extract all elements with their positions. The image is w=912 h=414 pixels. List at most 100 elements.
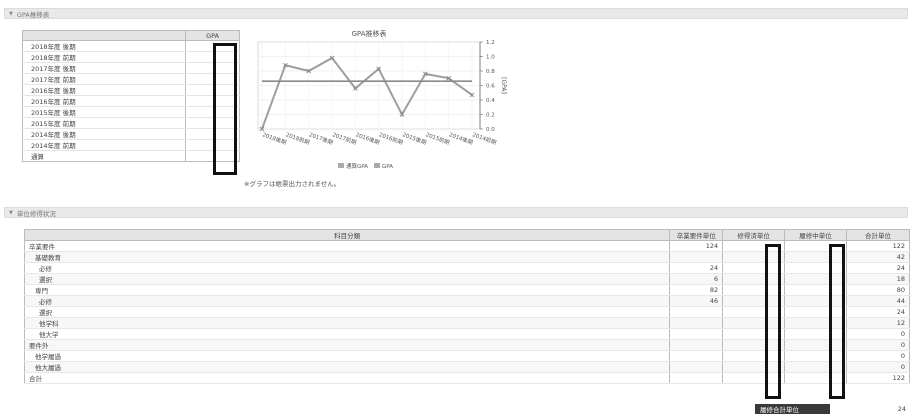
credit-category-label: 基礎教育 [23,251,671,263]
redaction-box [829,244,845,399]
credit-total-value: 0 [846,339,910,351]
gpa-table-row: 2017年度 後期 [21,62,240,74]
credit-required-value [669,306,724,318]
legend-swatch-gpa [374,163,380,168]
credit-required-value: 124 [669,240,724,252]
gpa-table-row: 2016年度 後期 [21,84,240,96]
credit-required-value [669,251,724,263]
gpa-table-row: 2014年度 後期 [21,128,240,140]
legend-label-gpa: GPA [382,164,393,170]
credits-section-header[interactable]: ▼ 単位修得状況 [4,207,908,218]
credit-table-row: 選択 24 [23,306,910,318]
gpa-value-cell [185,95,240,107]
credit-total-value: 24 [846,306,910,318]
chart-point [282,62,288,68]
chart-x-tick-label: 2016前期 [378,130,405,146]
gpa-value-cell [185,84,240,96]
credit-total-value: 0 [846,328,910,340]
credit-category-label: 必修 [23,262,671,274]
credit-total-value: 0 [846,361,910,373]
chart-point [469,92,475,98]
gpa-table-row: 2017年度 前期 [21,73,240,85]
gpa-table-gpa-header: GPA [185,30,240,41]
gpa-table-row: 2018年度 前期 [21,51,240,63]
chart-x-tick-label: 2017後期 [308,130,335,146]
credit-table-row: 他学履過 0 [23,350,910,362]
gpa-value-cell [185,139,240,151]
credit-total-value: 80 [846,284,910,296]
gpa-term-label: 2015年度 前期 [21,117,187,129]
gpa-value-cell [185,73,240,85]
credit-total-value: 122 [846,240,910,252]
summary-value: 24 [897,405,906,413]
chart-point [352,86,358,91]
gpa-term-label: 2016年度 後期 [21,84,187,96]
gpa-term-label: 2016年度 前期 [21,95,187,107]
credit-table-row: 必修 46 44 [23,295,910,307]
credit-header-category: 科目分類 [23,229,671,241]
chart-y-tick-label: 0.8 [486,69,495,75]
chart-title: GPA推移表 [352,29,387,38]
chart-point [376,66,382,72]
credits-section-title: 単位修得状況 [16,209,56,218]
credit-table-row: 合計 122 [23,372,910,384]
credit-table-row: 要件外 0 [23,339,910,351]
chevron-down-icon: ▼ [9,209,13,216]
redaction-box [765,244,781,399]
credit-table-row: 選択 6 18 [23,273,910,285]
credit-header-total: 合計単位 [846,229,910,241]
credit-category-label: 選択 [23,273,671,285]
credit-header-required: 卒業要件単位 [669,229,724,241]
chart-point [306,68,312,74]
gpa-table-row: 2015年度 後期 [21,106,240,118]
credit-header-in-progress: 履修中単位 [784,229,848,241]
gpa-term-label: 2015年度 後期 [21,106,187,118]
gpa-line-chart: GPA推移表0.00.20.40.60.81.01.2[GPA]2018後期20… [257,29,507,170]
gpa-table: GPA 2018年度 後期 2018年度 前期 2017年度 後期 2017年度 前期… [21,30,240,162]
chart-x-tick-label: 2016後期 [355,130,382,146]
credit-category-label: 他大学 [23,328,671,340]
legend-swatch-cumulative [338,163,344,168]
gpa-term-label: 2017年度 前期 [21,73,187,85]
chart-x-tick-label: 2017前期 [331,130,358,146]
credit-table-row: 専門 82 80 [23,284,910,296]
credit-category-label: 要件外 [23,339,671,351]
gpa-value-cell [185,128,240,140]
gpa-table-row: 通算 [21,150,240,162]
chart-point [446,75,452,81]
chart-y-axis-label: [GPA] [500,77,507,94]
credit-total-value: 18 [846,273,910,285]
credit-table-row: 他学科 12 [23,317,910,329]
gpa-section-title: GPA推移表 [16,10,50,19]
gpa-table-row: 2016年度 前期 [21,95,240,107]
credit-category-label: 他学履過 [23,350,671,362]
gpa-table-row: 2014年度 前期 [21,139,240,151]
credit-required-value [669,339,724,351]
credit-table-row: 他大履過 0 [23,361,910,373]
gpa-term-label: 2014年度 後期 [21,128,187,140]
summary-row: 履修合計単位 24 [755,404,910,414]
chart-y-tick-label: 1.0 [486,55,495,61]
credit-category-label: 必修 [23,295,671,307]
chart-x-tick-label: 2015前期 [425,130,452,146]
credit-category-label: 卒業要件 [23,240,671,252]
gpa-value-cell [185,106,240,118]
credit-table-row: 必修 24 24 [23,262,910,274]
credit-required-value: 6 [669,273,724,285]
chart-series-gpa [261,56,473,130]
gpa-term-label: 2014年度 前期 [21,139,187,151]
credit-total-value: 42 [846,251,910,263]
gpa-value-cell [185,40,240,52]
credit-required-value [669,372,724,384]
chart-point [399,112,405,117]
redaction-box [213,43,237,175]
credit-required-value: 82 [669,284,724,296]
chart-x-tick-label: 2018前期 [285,130,312,146]
gpa-value-cell [185,51,240,63]
chart-point [259,126,265,132]
credit-category-label: 専門 [23,284,671,296]
gpa-section-header[interactable]: ▼ GPA推移表 [4,8,908,19]
gpa-table-row: 2015年度 前期 [21,117,240,129]
credit-total-value: 0 [846,350,910,362]
credit-total-value: 12 [846,317,910,329]
